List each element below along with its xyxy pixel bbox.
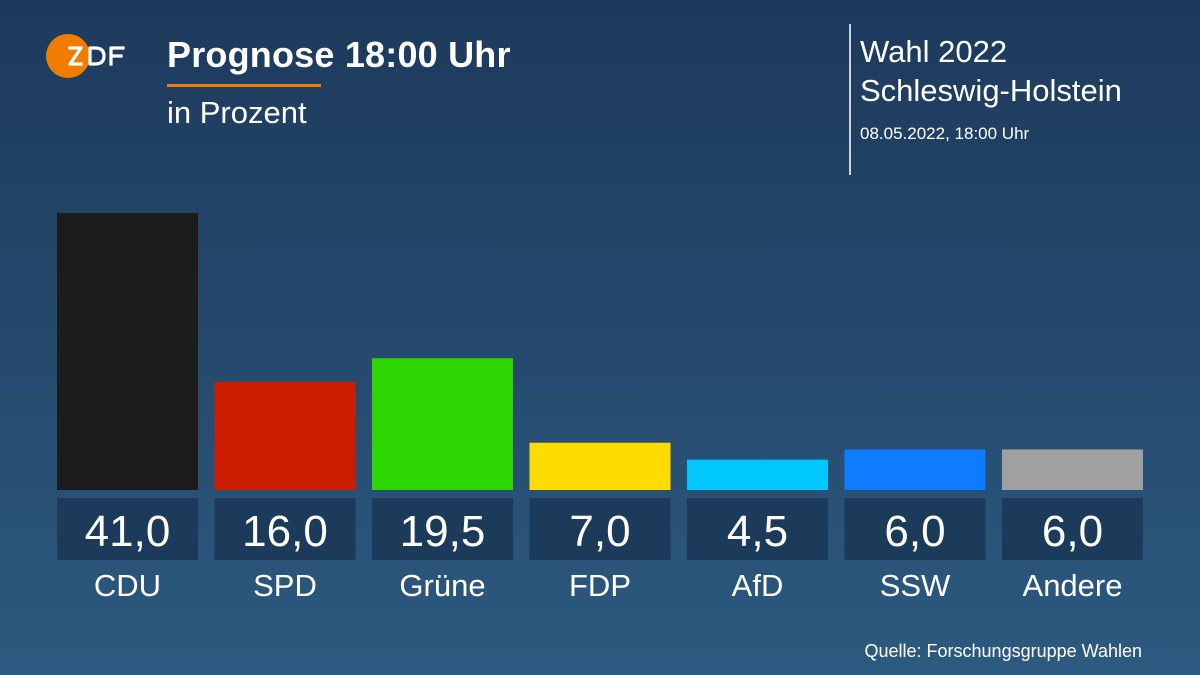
- value-box-cdu: [57, 498, 198, 560]
- value-label-fdp: 7,0: [569, 507, 630, 556]
- value-box-afd: [687, 498, 828, 560]
- election-info: Wahl 2022 Schleswig-Holstein: [860, 32, 1122, 110]
- title-accent-underline: [167, 84, 321, 87]
- source-note: Quelle: Forschungsgruppe Wahlen: [864, 641, 1143, 661]
- bar-ssw: [844, 449, 986, 490]
- value-box-fdp: [529, 498, 671, 560]
- value-label-spd: 16,0: [242, 507, 328, 556]
- bar-spd: [214, 381, 356, 490]
- bar-fdp: [529, 442, 671, 490]
- value-label-ssw: 6,0: [884, 507, 945, 556]
- category-label-spd: SPD: [253, 568, 317, 603]
- value-box-ssw: [844, 498, 986, 560]
- value-label-afd: 4,5: [727, 507, 788, 556]
- category-label-gruene: Grüne: [399, 568, 485, 603]
- category-label-fdp: FDP: [569, 568, 631, 603]
- bar-gruene: [372, 358, 513, 490]
- value-box-andere: [1002, 498, 1143, 560]
- zdf-logo: [46, 34, 125, 78]
- chart-subtitle: in Prozent: [167, 95, 307, 130]
- election-year: Wahl 2022: [860, 34, 1008, 69]
- category-label-cdu: CDU: [94, 568, 161, 603]
- chart-title: Prognose 18:00 Uhr: [167, 34, 511, 75]
- header-divider: [849, 24, 851, 175]
- category-label-andere: Andere: [1023, 568, 1123, 603]
- value-label-cdu: 41,0: [85, 507, 171, 556]
- category-label-afd: AfD: [732, 568, 784, 603]
- election-state: Schleswig-Holstein: [860, 73, 1122, 108]
- value-label-gruene: 19,5: [400, 507, 486, 556]
- bar-andere: [1002, 449, 1143, 490]
- election-datetime: 08.05.2022, 18:00 Uhr: [860, 124, 1030, 143]
- bar-cdu: [57, 213, 198, 490]
- bar-afd: [687, 459, 828, 490]
- value-box-spd: [214, 498, 356, 560]
- value-label-andere: 6,0: [1042, 507, 1103, 556]
- category-label-ssw: SSW: [880, 568, 951, 603]
- value-box-gruene: [372, 498, 513, 560]
